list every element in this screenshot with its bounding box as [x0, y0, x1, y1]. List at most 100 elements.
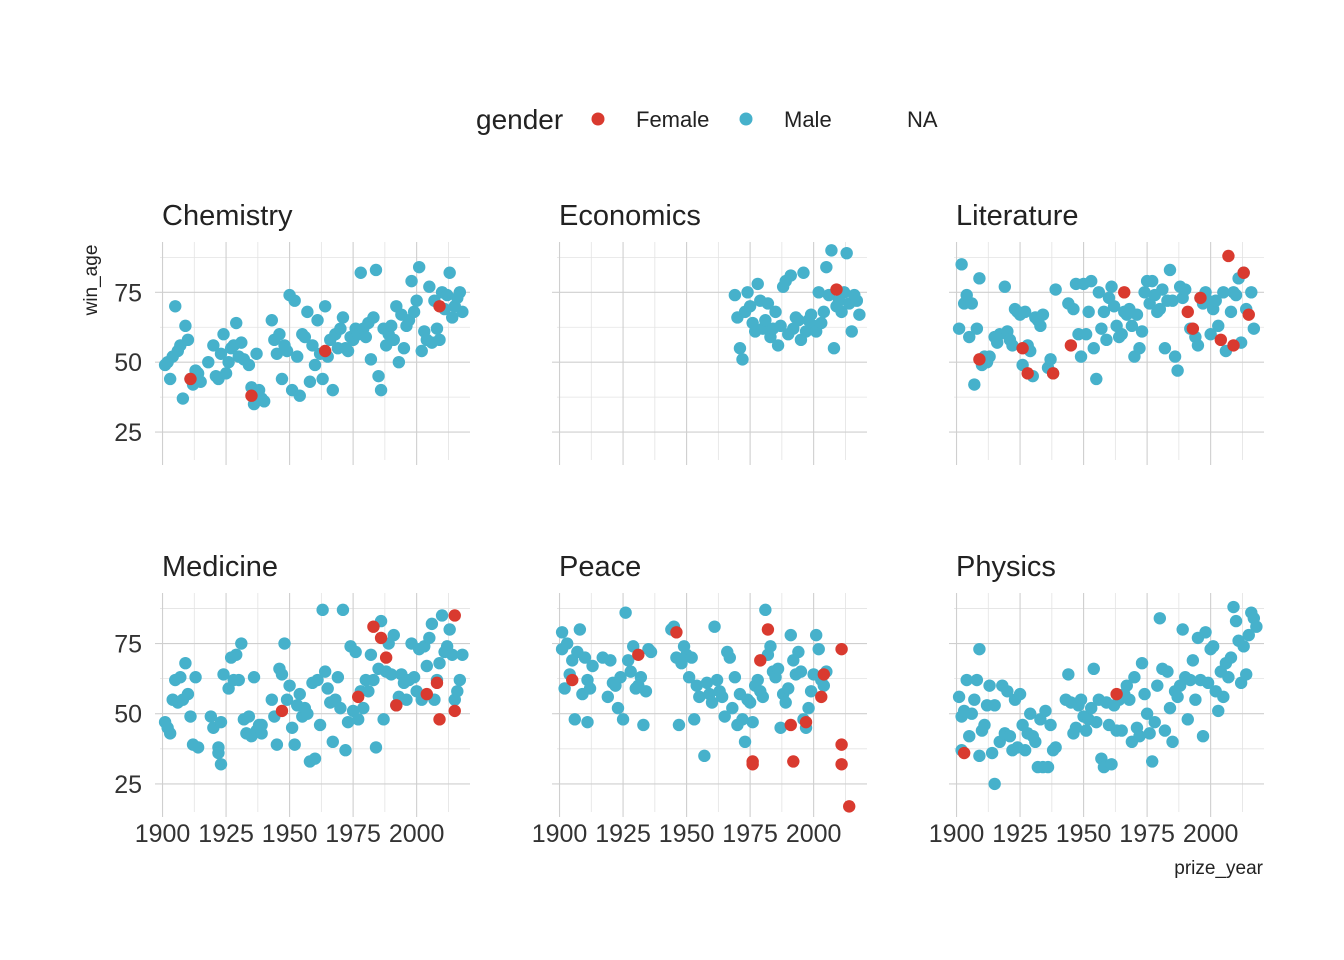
point-male	[835, 305, 848, 319]
point-male	[601, 690, 615, 704]
point-male	[1003, 729, 1017, 743]
point-male	[1013, 687, 1027, 701]
point-male	[728, 288, 742, 302]
point-male	[769, 305, 782, 319]
point-male	[743, 696, 757, 709]
point-male	[420, 659, 434, 673]
point-female	[245, 389, 258, 402]
panel-physics: Physics 1900 1925 1950 1975 2000	[929, 551, 1264, 848]
x-tick-label: 1925	[992, 820, 1048, 848]
point-male	[794, 665, 808, 678]
point-male	[194, 375, 207, 388]
point-male	[298, 330, 312, 344]
point-male	[672, 718, 686, 732]
point-male	[751, 277, 764, 291]
point-male	[968, 693, 981, 706]
point-male	[270, 738, 284, 751]
x-tick-label: 1975	[722, 820, 778, 848]
point-male	[423, 280, 436, 293]
point-female	[430, 676, 444, 690]
panel-title-chemistry: Chemistry	[162, 200, 293, 232]
point-male	[960, 673, 973, 687]
point-male	[392, 355, 406, 369]
point-male	[756, 690, 770, 704]
point-male	[827, 342, 841, 355]
point-male	[690, 679, 703, 692]
point-male	[1153, 302, 1167, 316]
point-male	[265, 693, 279, 706]
point-female	[1194, 291, 1207, 305]
point-female	[433, 300, 446, 313]
x-tick-label: 1900	[532, 820, 588, 848]
point-male	[301, 305, 314, 319]
point-male	[1062, 668, 1075, 681]
point-male	[1001, 685, 1014, 698]
point-male	[1186, 654, 1200, 667]
point-male	[306, 339, 319, 352]
point-male	[738, 735, 752, 749]
point-male	[1201, 676, 1215, 690]
point-male	[303, 375, 317, 388]
point-male	[1222, 671, 1235, 684]
point-male	[604, 654, 617, 667]
point-male	[278, 637, 291, 650]
point-female	[835, 758, 848, 771]
point-male	[280, 344, 294, 358]
point-male	[1036, 308, 1050, 321]
point-male	[952, 690, 966, 704]
point-male	[1090, 715, 1103, 729]
point-male	[273, 328, 286, 341]
point-male	[217, 328, 230, 341]
point-male	[985, 746, 999, 760]
point-male	[1115, 328, 1128, 341]
point-male	[1044, 718, 1057, 732]
panel-economics: Economics	[552, 200, 867, 465]
point-female	[374, 631, 388, 645]
point-male	[1067, 302, 1080, 316]
point-male	[214, 715, 228, 729]
point-male	[761, 297, 775, 310]
point-male	[453, 286, 467, 299]
point-male	[1145, 755, 1159, 768]
legend-title: gender	[476, 104, 563, 135]
point-male	[1018, 744, 1032, 757]
point-male	[639, 685, 653, 698]
point-male	[1100, 333, 1113, 347]
point-male	[840, 246, 853, 260]
point-male	[433, 656, 446, 670]
point-male	[817, 679, 831, 692]
point-male	[336, 311, 350, 324]
point-male	[1105, 280, 1118, 293]
point-female	[184, 372, 197, 386]
point-male	[1168, 350, 1182, 363]
point-male	[1115, 724, 1128, 737]
point-male	[1039, 704, 1052, 718]
point-male	[1148, 715, 1161, 729]
point-female	[1046, 367, 1060, 380]
x-tick-label: 1950	[1056, 820, 1112, 848]
point-male	[1163, 263, 1177, 277]
point-male	[367, 311, 380, 324]
point-male	[682, 671, 696, 684]
point-male	[568, 713, 581, 726]
point-male	[621, 654, 635, 667]
point-male	[1085, 274, 1098, 288]
point-male	[235, 637, 248, 650]
panel-title-peace: Peace	[559, 551, 641, 583]
point-male	[723, 651, 736, 664]
point-male	[1171, 364, 1184, 377]
point-male	[331, 671, 345, 684]
point-male	[1176, 623, 1189, 636]
point-male	[614, 671, 627, 684]
legend-key-female	[591, 112, 605, 126]
point-male	[637, 718, 650, 732]
point-male	[726, 701, 739, 715]
point-male	[1095, 322, 1108, 335]
point-male	[184, 710, 197, 723]
point-male	[230, 648, 243, 661]
point-male	[802, 701, 815, 715]
point-male	[1024, 707, 1037, 720]
point-male	[288, 294, 301, 307]
point-female	[351, 690, 365, 704]
point-male	[705, 696, 719, 709]
